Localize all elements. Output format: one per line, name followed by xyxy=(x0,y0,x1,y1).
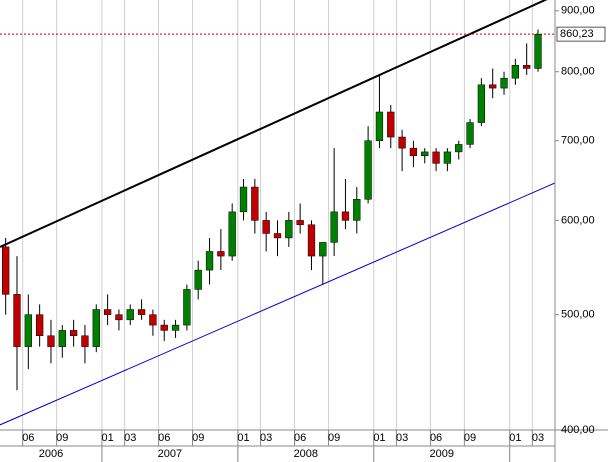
y-tick-label: 800,00 xyxy=(561,66,595,78)
x-tick-label: 03 xyxy=(396,432,408,444)
candle-body xyxy=(455,144,463,153)
trendline xyxy=(0,182,555,426)
year-label: 2006 xyxy=(39,448,63,460)
candle-body xyxy=(126,309,134,321)
candle-body xyxy=(35,314,44,337)
candle-body xyxy=(171,324,180,331)
x-tick-label: 09 xyxy=(56,432,68,444)
candle-body xyxy=(273,233,282,239)
year-label: 2008 xyxy=(294,448,318,460)
x-tick-label: 06 xyxy=(294,432,306,444)
candle-body xyxy=(183,289,191,326)
candle-body xyxy=(228,211,236,257)
year-label: 2009 xyxy=(429,448,453,460)
candle-body xyxy=(375,111,384,141)
candle-body xyxy=(2,246,10,295)
candle-body xyxy=(285,220,293,239)
last-price-label: 860,23 xyxy=(560,28,594,40)
x-tick-label: 03 xyxy=(260,432,272,444)
candle-body xyxy=(443,151,452,164)
x-tick-label: 01 xyxy=(509,432,521,444)
candle-body xyxy=(47,335,55,347)
x-tick-label: 01 xyxy=(373,432,385,444)
candle-body xyxy=(149,314,157,326)
candle-body xyxy=(205,251,214,271)
candle-body xyxy=(534,34,542,69)
candle-body xyxy=(523,65,531,69)
y-tick-label: 600,00 xyxy=(561,214,595,226)
candle-body xyxy=(103,309,112,315)
x-tick-label: 03 xyxy=(532,432,544,444)
candle-body xyxy=(421,151,429,156)
candle-body xyxy=(262,220,270,234)
trendline xyxy=(0,0,548,248)
candle-body xyxy=(194,269,202,290)
y-tick-label: 500,00 xyxy=(561,309,595,321)
y-tick-label: 700,00 xyxy=(561,135,595,147)
candle-body xyxy=(92,309,100,347)
candle-body xyxy=(500,77,508,89)
candle-body xyxy=(489,84,497,89)
x-tick-label: 06 xyxy=(158,432,170,444)
x-tick-label: 09 xyxy=(464,432,476,444)
x-tick-label: 03 xyxy=(124,432,136,444)
candle-body xyxy=(432,151,440,164)
candle-body xyxy=(398,136,406,149)
candle-body xyxy=(69,330,78,337)
candle-body xyxy=(239,186,248,213)
x-tick-label: 06 xyxy=(22,432,34,444)
x-tick-label: 09 xyxy=(328,432,340,444)
x-tick-label: 06 xyxy=(430,432,442,444)
candle-body xyxy=(341,211,350,221)
candle-body xyxy=(115,314,123,321)
candle-body xyxy=(13,294,21,347)
candle-body xyxy=(319,242,327,257)
last-price-box xyxy=(556,26,606,42)
x-tick-label: 09 xyxy=(192,432,204,444)
candle-body xyxy=(364,140,372,200)
candle-body xyxy=(353,199,361,221)
candle-body xyxy=(307,224,316,257)
candle-body xyxy=(58,330,66,347)
plot-area xyxy=(0,0,555,426)
candle-body xyxy=(387,111,395,138)
candle-body xyxy=(466,122,474,145)
grid xyxy=(22,0,533,430)
y-tick-label: 400,00 xyxy=(561,424,595,436)
candle-body xyxy=(330,211,338,243)
candle-body xyxy=(511,65,520,79)
candle-body xyxy=(160,324,168,331)
y-tick-label: 900,00 xyxy=(561,5,595,17)
candle-body xyxy=(251,186,259,221)
candle-body xyxy=(409,147,418,156)
candle-body xyxy=(137,309,146,315)
x-tick-label: 01 xyxy=(101,432,113,444)
candle-body xyxy=(217,251,225,257)
candle-body xyxy=(296,220,304,225)
year-label: 2007 xyxy=(158,448,182,460)
candle-body xyxy=(477,84,486,123)
candle-body xyxy=(81,335,89,347)
candle-body xyxy=(24,314,32,347)
x-tick-label: 01 xyxy=(237,432,249,444)
